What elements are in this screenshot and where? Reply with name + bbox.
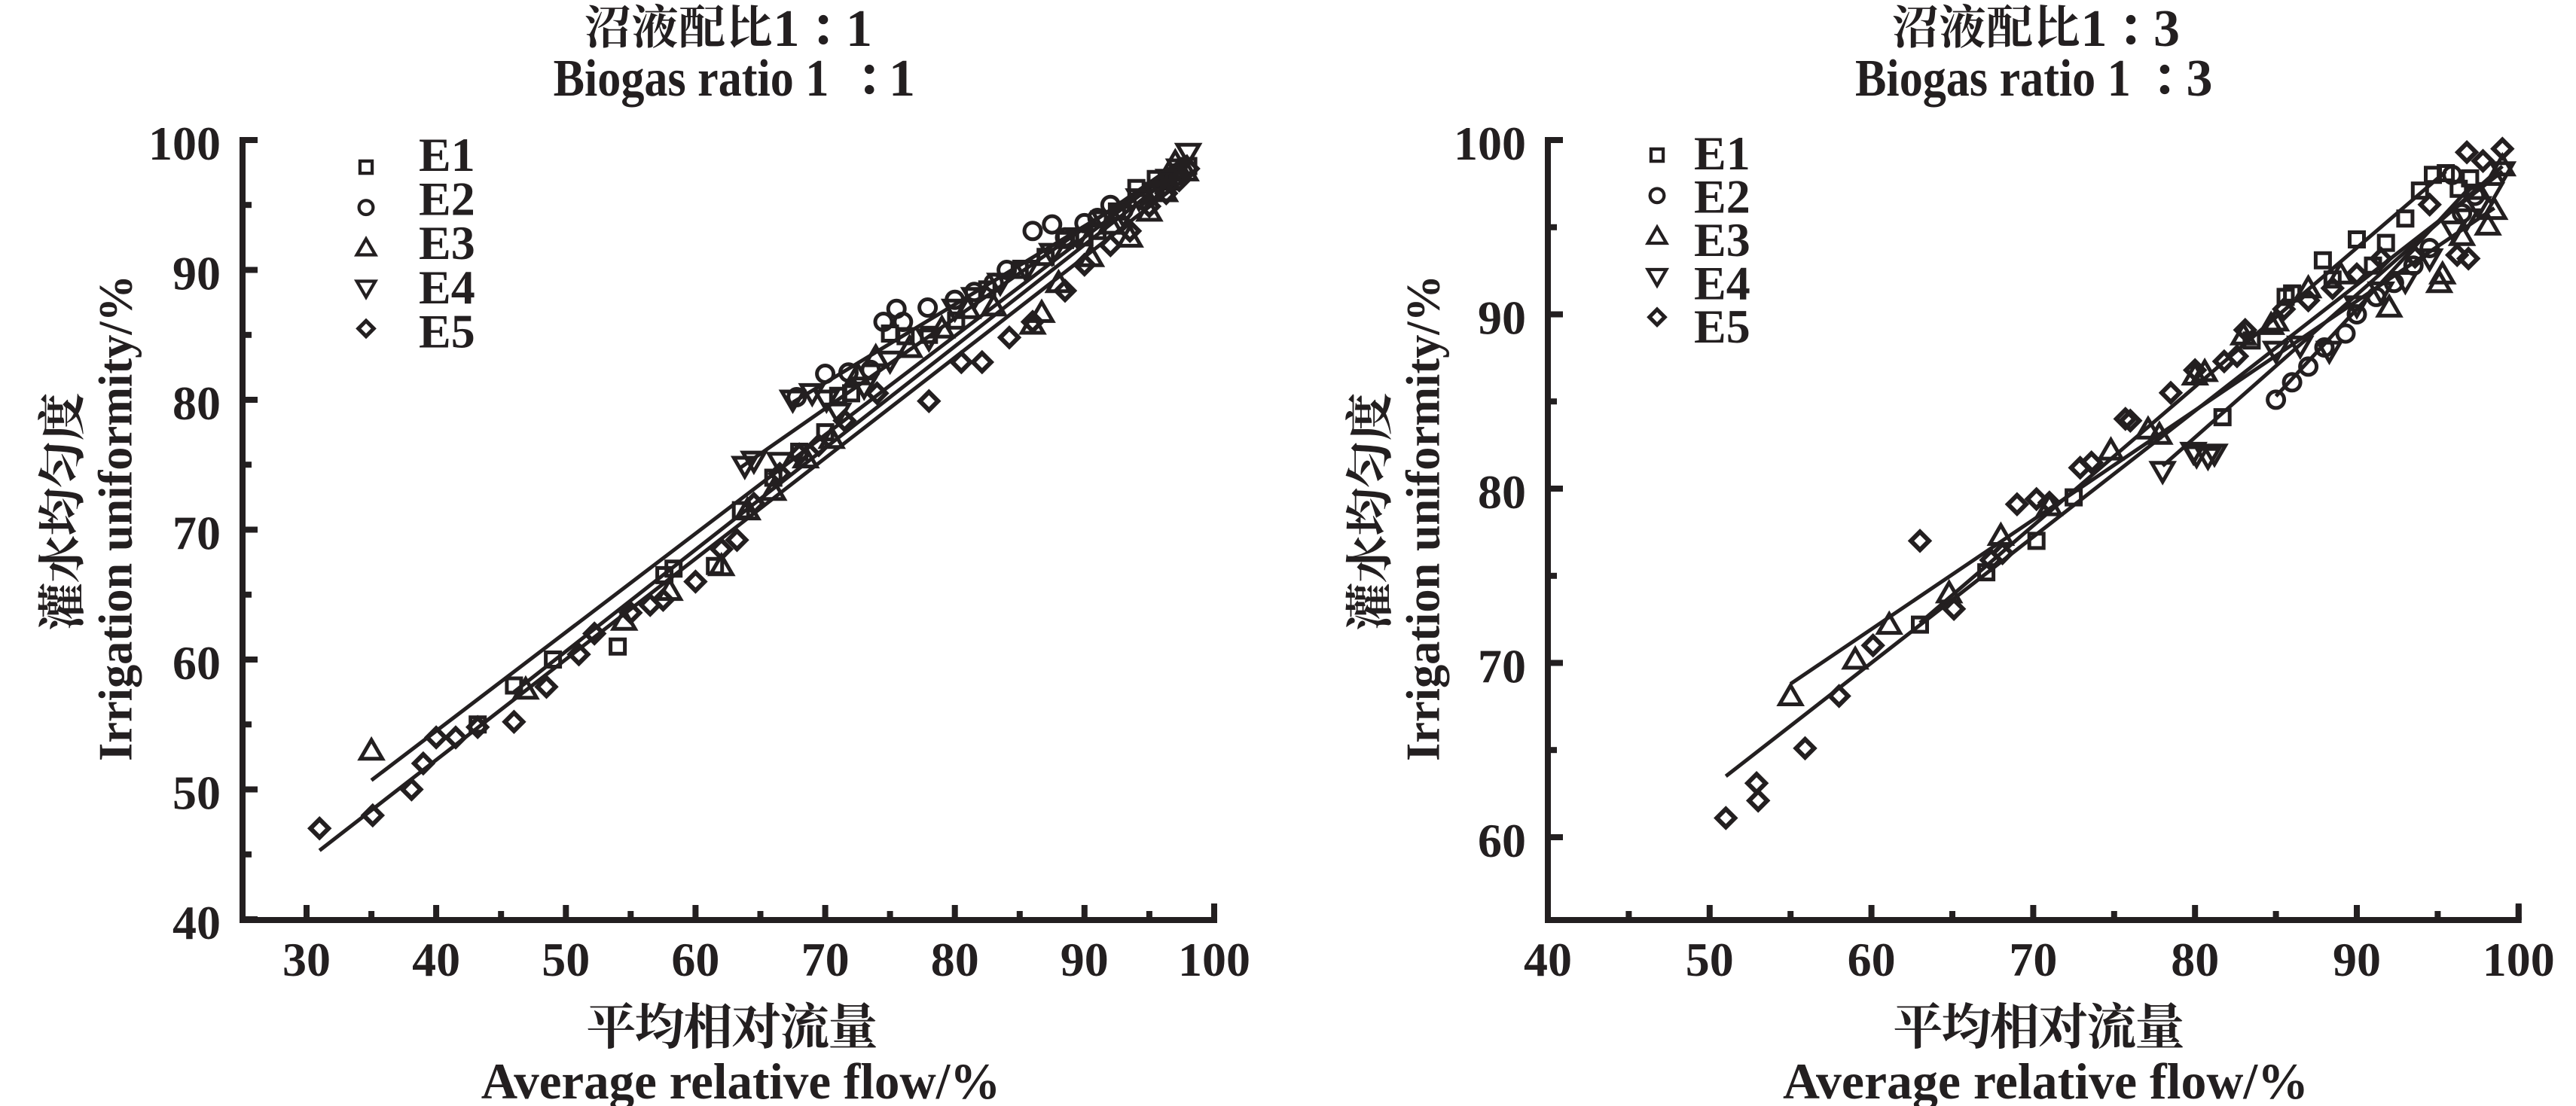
svg-text:60: 60: [172, 636, 221, 690]
svg-text:E2: E2: [419, 172, 475, 226]
svg-text:100: 100: [1178, 933, 1250, 986]
svg-text:E4: E4: [1694, 257, 1750, 310]
svg-text:60: 60: [1478, 814, 1526, 867]
svg-text:E2: E2: [1694, 170, 1750, 224]
svg-text:40: 40: [412, 933, 460, 986]
svg-text:80: 80: [931, 933, 979, 986]
svg-text:E4: E4: [419, 261, 475, 314]
svg-text:1: 1: [774, 0, 800, 58]
svg-text:70: 70: [172, 507, 221, 560]
svg-text:Biogas ratio 1: Biogas ratio 1: [554, 50, 829, 108]
svg-text:E1: E1: [1694, 126, 1750, 180]
svg-text:80: 80: [2171, 933, 2219, 986]
svg-text:90: 90: [1061, 933, 1109, 986]
svg-text:100: 100: [1454, 117, 1526, 170]
svg-text:E5: E5: [1694, 300, 1750, 353]
svg-text:50: 50: [1686, 933, 1734, 986]
svg-text:60: 60: [1848, 933, 1896, 986]
svg-text:E3: E3: [1694, 213, 1750, 267]
svg-text:100: 100: [2483, 933, 2555, 986]
svg-text:80: 80: [1478, 465, 1526, 519]
svg-text:E5: E5: [419, 304, 475, 358]
svg-text:1: 1: [2081, 0, 2107, 58]
svg-text:40: 40: [172, 896, 221, 949]
svg-text:70: 70: [1478, 640, 1526, 693]
svg-text:100: 100: [148, 117, 221, 170]
svg-text:1: 1: [846, 0, 872, 58]
svg-text:50: 50: [542, 933, 590, 986]
svg-text:E1: E1: [419, 128, 475, 181]
svg-text:Average relative flow/%: Average relative flow/%: [1783, 1053, 2309, 1106]
svg-text:1: 1: [889, 50, 915, 108]
svg-text:Irrigation uniformity/%: Irrigation uniformity/%: [89, 275, 142, 761]
svg-text:90: 90: [2333, 933, 2381, 986]
svg-text:60: 60: [671, 933, 719, 986]
svg-text:Irrigation uniformity/%: Irrigation uniformity/%: [1396, 275, 1450, 761]
svg-text:Average relative flow/%: Average relative flow/%: [481, 1053, 1001, 1106]
svg-text:90: 90: [172, 247, 221, 300]
svg-text:E3: E3: [419, 216, 475, 270]
svg-text:70: 70: [2009, 933, 2057, 986]
svg-text:80: 80: [172, 376, 221, 430]
svg-text:30: 30: [282, 933, 331, 986]
svg-text:Biogas ratio 1: Biogas ratio 1: [1855, 50, 2131, 108]
svg-text:3: 3: [2187, 50, 2213, 108]
svg-text:40: 40: [1524, 933, 1572, 986]
svg-text:70: 70: [801, 933, 850, 986]
svg-text:3: 3: [2153, 0, 2180, 58]
svg-text:90: 90: [1478, 291, 1526, 345]
svg-text:50: 50: [172, 766, 221, 820]
